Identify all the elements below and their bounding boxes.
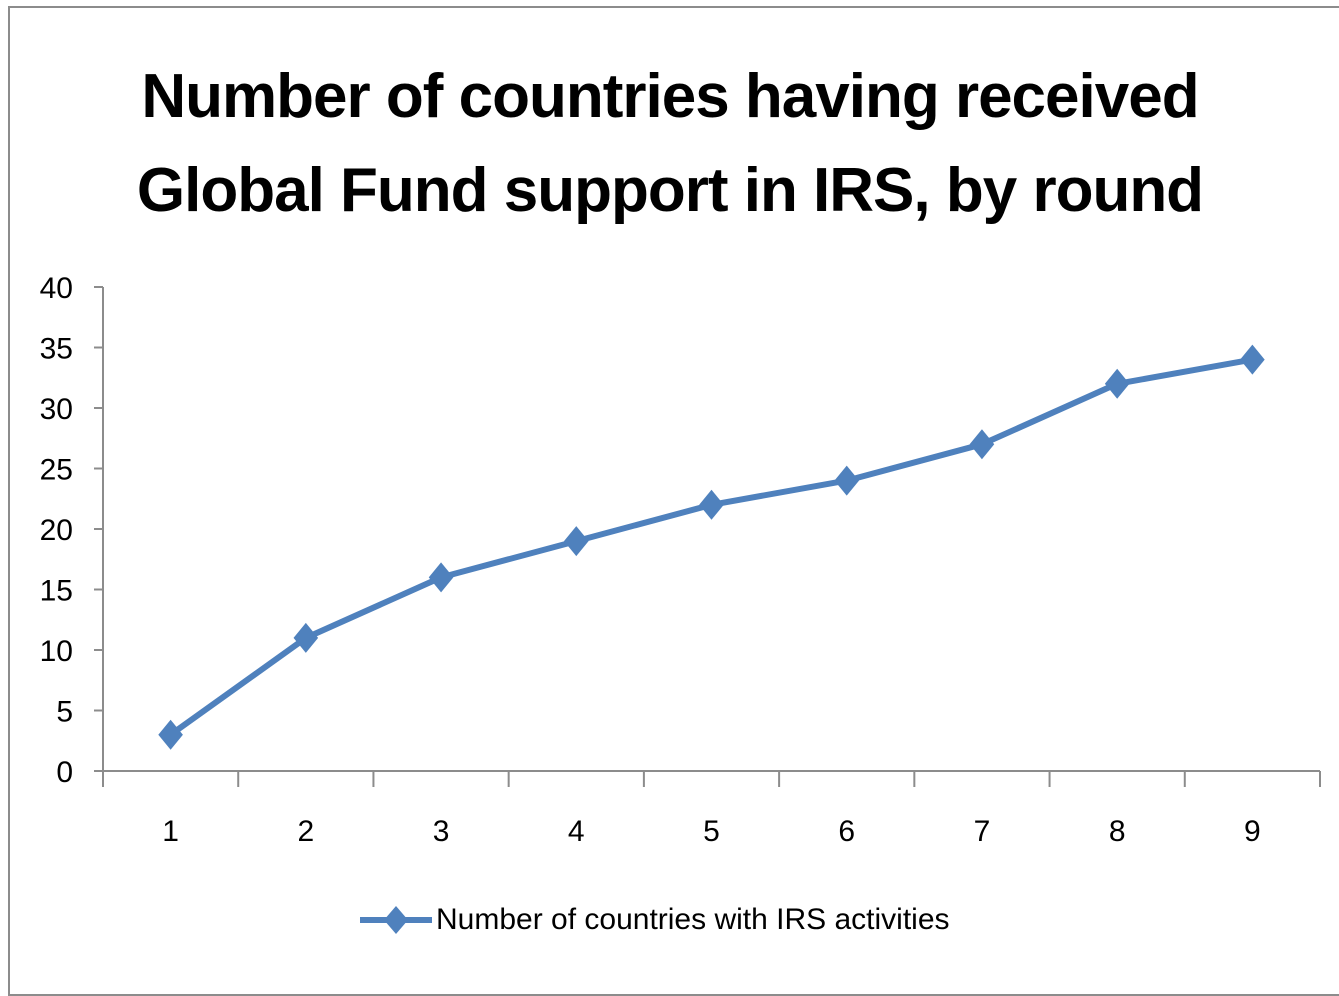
- y-tick-label: 35: [40, 333, 73, 366]
- data-point-marker: [293, 622, 319, 653]
- y-tick-label: 30: [40, 393, 73, 426]
- legend-diamond-icon: [384, 906, 408, 934]
- x-tick-label: 6: [838, 815, 855, 848]
- data-point-marker: [428, 562, 454, 593]
- chart-title-line-1: Number of countries having received: [141, 62, 1199, 131]
- chart-frame: [8, 6, 1339, 996]
- x-tick-label: 5: [703, 815, 720, 848]
- y-tick-label: 20: [40, 514, 73, 547]
- y-tick-label: 10: [40, 635, 73, 668]
- y-tick-label: 15: [40, 575, 73, 608]
- data-point-marker: [158, 719, 183, 750]
- chart-title-line-2: Global Fund support in IRS, by round: [136, 156, 1204, 225]
- legend-series-marker: [360, 906, 432, 934]
- data-point-marker: [1104, 368, 1130, 399]
- data-point-marker: [969, 429, 995, 460]
- y-tick-label: 40: [40, 272, 73, 305]
- x-tick-label: 4: [568, 815, 585, 848]
- x-tick-label: 9: [1244, 815, 1261, 848]
- data-point-marker: [834, 465, 860, 496]
- legend-series-label: Number of countries with IRS activities: [436, 903, 950, 936]
- data-point-marker: [1240, 344, 1265, 375]
- y-tick-label: 25: [40, 454, 73, 487]
- y-tick-label: 5: [56, 696, 73, 729]
- data-point-marker: [563, 526, 589, 557]
- x-tick-label: 2: [297, 815, 314, 848]
- x-tick-label: 7: [974, 815, 991, 848]
- chart-legend: Number of countries with IRS activities: [358, 895, 950, 945]
- series-line: [167, 356, 1256, 738]
- x-tick-label: 3: [433, 815, 450, 848]
- x-tick-label: 1: [162, 815, 179, 848]
- data-point-marker: [699, 489, 724, 520]
- chart-title: Number of countries having received Glob…: [40, 50, 1300, 238]
- x-tick-label: 8: [1109, 815, 1126, 848]
- y-tick-label: 0: [56, 756, 73, 789]
